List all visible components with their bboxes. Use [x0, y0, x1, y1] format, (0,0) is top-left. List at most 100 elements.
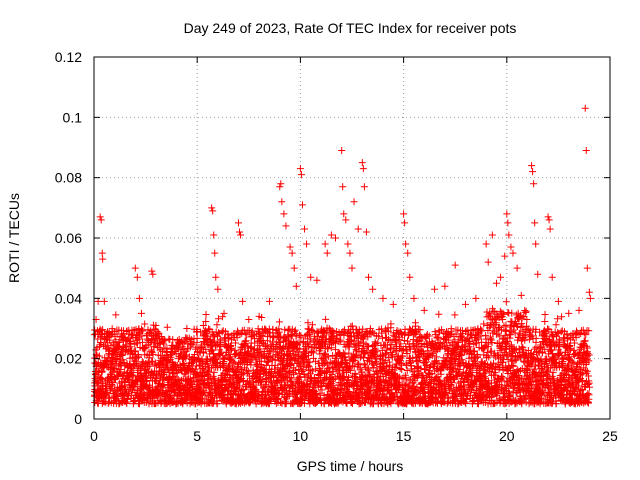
data-point	[210, 368, 218, 376]
data-point	[239, 370, 247, 378]
data-point	[272, 344, 280, 352]
data-point	[285, 391, 293, 399]
data-point	[217, 348, 225, 356]
data-point	[141, 320, 149, 328]
data-point	[173, 344, 181, 352]
data-point	[133, 378, 141, 386]
data-point	[100, 341, 108, 349]
data-point	[480, 320, 488, 328]
data-point	[243, 331, 251, 339]
data-point	[107, 331, 115, 339]
data-point	[169, 335, 177, 343]
data-point	[109, 379, 117, 387]
data-point	[523, 316, 531, 324]
data-point	[283, 387, 291, 395]
data-point	[215, 315, 223, 323]
data-point	[134, 352, 142, 360]
data-point	[237, 345, 245, 353]
data-point	[285, 383, 293, 391]
data-point	[124, 395, 132, 403]
data-point	[179, 339, 187, 347]
data-point	[279, 385, 287, 393]
data-point	[261, 381, 269, 389]
data-point	[216, 350, 224, 358]
data-point	[502, 298, 510, 306]
data-point	[431, 328, 439, 336]
data-point	[268, 356, 276, 364]
data-point	[161, 336, 169, 344]
data-point	[227, 341, 235, 349]
data-point	[106, 336, 114, 344]
data-point	[181, 370, 189, 378]
data-point	[127, 340, 135, 348]
data-point	[215, 329, 223, 337]
data-point	[507, 331, 515, 339]
data-point	[197, 394, 205, 402]
data-point	[209, 332, 217, 340]
data-point	[202, 310, 210, 318]
data-point	[138, 332, 146, 340]
data-point	[233, 364, 241, 372]
data-point	[277, 366, 285, 374]
data-point	[183, 399, 191, 407]
data-point	[209, 346, 217, 354]
grid-lines	[94, 57, 610, 419]
data-point	[110, 376, 118, 384]
data-point	[99, 326, 107, 334]
data-point	[143, 335, 151, 343]
data-point	[251, 353, 259, 361]
data-point	[207, 393, 215, 401]
data-point	[202, 345, 210, 353]
data-point	[159, 374, 167, 382]
data-point	[239, 376, 247, 384]
data-point	[435, 310, 443, 318]
data-point	[242, 337, 250, 345]
data-point	[213, 321, 221, 329]
data-point	[205, 325, 213, 333]
data-point	[148, 347, 156, 355]
data-point	[211, 378, 219, 386]
data-point	[244, 367, 252, 375]
data-point	[322, 315, 330, 323]
data-point	[116, 384, 124, 392]
data-point	[189, 340, 197, 348]
data-point	[142, 377, 150, 385]
data-point	[129, 371, 137, 379]
data-point	[541, 318, 549, 326]
data-point	[177, 382, 185, 390]
data-point	[149, 350, 157, 358]
data-point	[147, 327, 155, 335]
data-point	[504, 308, 512, 316]
data-point	[149, 383, 157, 391]
data-point	[119, 356, 127, 364]
data-point	[220, 357, 228, 365]
data-point	[451, 311, 459, 319]
data-point	[146, 362, 154, 370]
data-point	[193, 334, 201, 342]
data-point	[145, 352, 153, 360]
data-point	[269, 325, 277, 333]
data-point	[202, 318, 210, 326]
data-point	[106, 394, 114, 402]
data-point	[196, 390, 204, 398]
data-point	[263, 358, 271, 366]
data-point	[98, 367, 106, 375]
data-point	[116, 399, 124, 407]
data-point	[256, 345, 264, 353]
data-point	[130, 326, 138, 334]
data-point	[134, 339, 142, 347]
data-point	[387, 320, 395, 328]
data-point	[138, 338, 146, 346]
data-point	[205, 367, 213, 375]
data-point	[236, 330, 244, 338]
data-point	[348, 322, 356, 330]
data-point	[97, 327, 105, 335]
data-point	[506, 323, 514, 331]
data-point	[108, 382, 116, 390]
data-point	[267, 347, 275, 355]
data-point	[250, 395, 258, 403]
data-point	[165, 368, 173, 376]
data-point	[552, 321, 560, 329]
data-point	[276, 398, 284, 406]
